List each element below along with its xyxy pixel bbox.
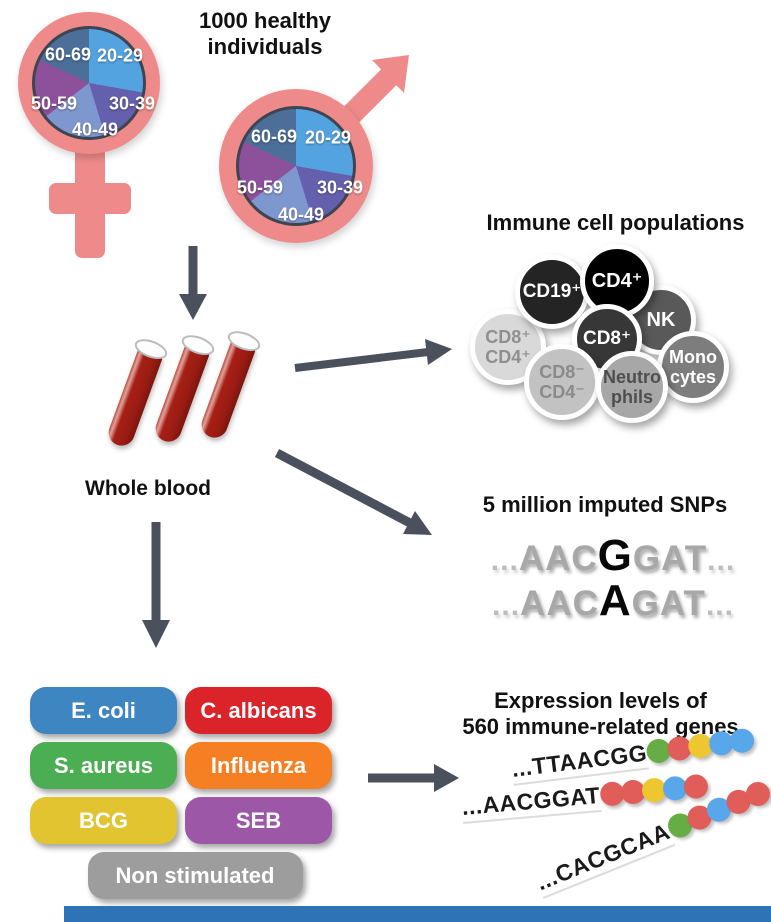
stimulus-ecoli: E. coli xyxy=(30,687,177,734)
stimulus-bcg: BCG xyxy=(30,797,177,844)
ellipsis: ... xyxy=(492,589,521,622)
female-pie-label-60-69: 60-69 xyxy=(44,44,92,65)
ellipsis: ... xyxy=(490,544,519,577)
female-pie-label-40-49: 40-49 xyxy=(71,119,119,140)
cell-label: NK xyxy=(646,309,676,331)
cell-label: Mono xyxy=(669,347,717,367)
expression-title-line1: Expression levels of xyxy=(494,688,707,713)
stimulus-saureus: S. aureus xyxy=(30,742,177,789)
female-pie-label-30-39: 30-39 xyxy=(108,93,156,114)
snp-sequence-1: ...AACGGAT... xyxy=(448,531,771,581)
cropped-blue-bar xyxy=(64,906,771,922)
arrow-stimuli-to-expression xyxy=(368,764,459,792)
cell-cd8neg-cd4neg: CD8⁻ CD4⁻ xyxy=(524,344,600,420)
blue-expression-dot xyxy=(728,726,756,754)
gene-sequence: ...AACGGAT xyxy=(460,781,602,824)
male-pie-label-30-39: 30-39 xyxy=(316,177,364,198)
arrow-blood-to-stimuli xyxy=(142,522,170,648)
cell-label: CD8⁻ xyxy=(539,362,585,382)
cell-label: phils xyxy=(610,387,653,407)
stimulus-seb: SEB xyxy=(185,797,332,844)
whole-blood-label: Whole blood xyxy=(85,477,211,500)
gene-sequence: ...CACGCAA xyxy=(532,817,676,899)
snp-right: GAT xyxy=(631,584,706,623)
snp-right: GAT xyxy=(632,539,708,578)
female-symbol-crossbar xyxy=(49,183,131,214)
cell-label: CD4⁺ xyxy=(591,270,643,292)
stimuli-panel: E. coli C. albicans S. aureus Influenza … xyxy=(30,687,332,907)
snp-left: AAC xyxy=(520,584,599,623)
cell-cd19pos: CD19⁺ xyxy=(515,255,589,329)
male-pie-label-20-29: 20-29 xyxy=(304,127,352,148)
female-age-pie: 20-29 30-39 40-49 50-59 60-69 xyxy=(30,26,155,140)
cell-label: cytes xyxy=(669,367,717,387)
male-age-pie: 20-29 30-39 40-49 50-59 60-69 xyxy=(236,106,363,226)
cell-monocytes: Mono cytes xyxy=(657,331,729,403)
ellipsis: ... xyxy=(707,544,736,577)
cell-label: CD4⁺ xyxy=(485,347,531,367)
arrow-blood-to-snps xyxy=(274,449,432,535)
cell-neutrophils: Neutro phils xyxy=(596,351,668,423)
female-pie-label-50-59: 50-59 xyxy=(30,93,78,114)
red-expression-dot xyxy=(682,773,709,800)
snp-variant-allele: G xyxy=(597,531,633,580)
cell-label: Neutro xyxy=(603,367,661,387)
snps-title: 5 million imputed SNPs xyxy=(482,492,728,517)
arrow-blood-to-immune-cells xyxy=(294,339,452,372)
stimulus-influenza: Influenza xyxy=(185,742,332,789)
snp-left: AAC xyxy=(518,539,598,578)
arrow-cohort-to-blood xyxy=(179,246,207,320)
ellipsis: ... xyxy=(705,589,734,622)
stimulus-non-stimulated: Non stimulated xyxy=(87,852,303,899)
cohort-title-line1: 1000 healthy xyxy=(198,8,332,33)
male-pie-label-60-69: 60-69 xyxy=(250,126,298,147)
expression-title: Expression levels of 560 immune-related … xyxy=(430,688,771,740)
cell-label: CD8⁺ xyxy=(485,327,531,347)
immune-cells-title: Immune cell populations xyxy=(486,210,745,235)
expression-title-line2: 560 immune-related genes xyxy=(462,714,739,739)
cohort-title-line2: individuals xyxy=(207,34,323,59)
male-symbol-arrow xyxy=(341,55,409,125)
snp-sequence-2: ...AACAGAT... xyxy=(448,576,771,626)
cell-label: CD4⁻ xyxy=(539,382,585,402)
cell-label: CD19⁺ xyxy=(522,281,582,302)
male-pie-label-40-49: 40-49 xyxy=(277,204,325,225)
cell-label: CD8⁺ xyxy=(582,328,632,349)
stimulus-calbicans: C. albicans xyxy=(185,687,332,734)
female-pie-label-20-29: 20-29 xyxy=(96,45,144,66)
cohort-title: 1000 healthy individuals xyxy=(160,8,370,60)
male-pie-label-50-59: 50-59 xyxy=(236,177,284,198)
snp-variant-allele: A xyxy=(598,576,632,625)
